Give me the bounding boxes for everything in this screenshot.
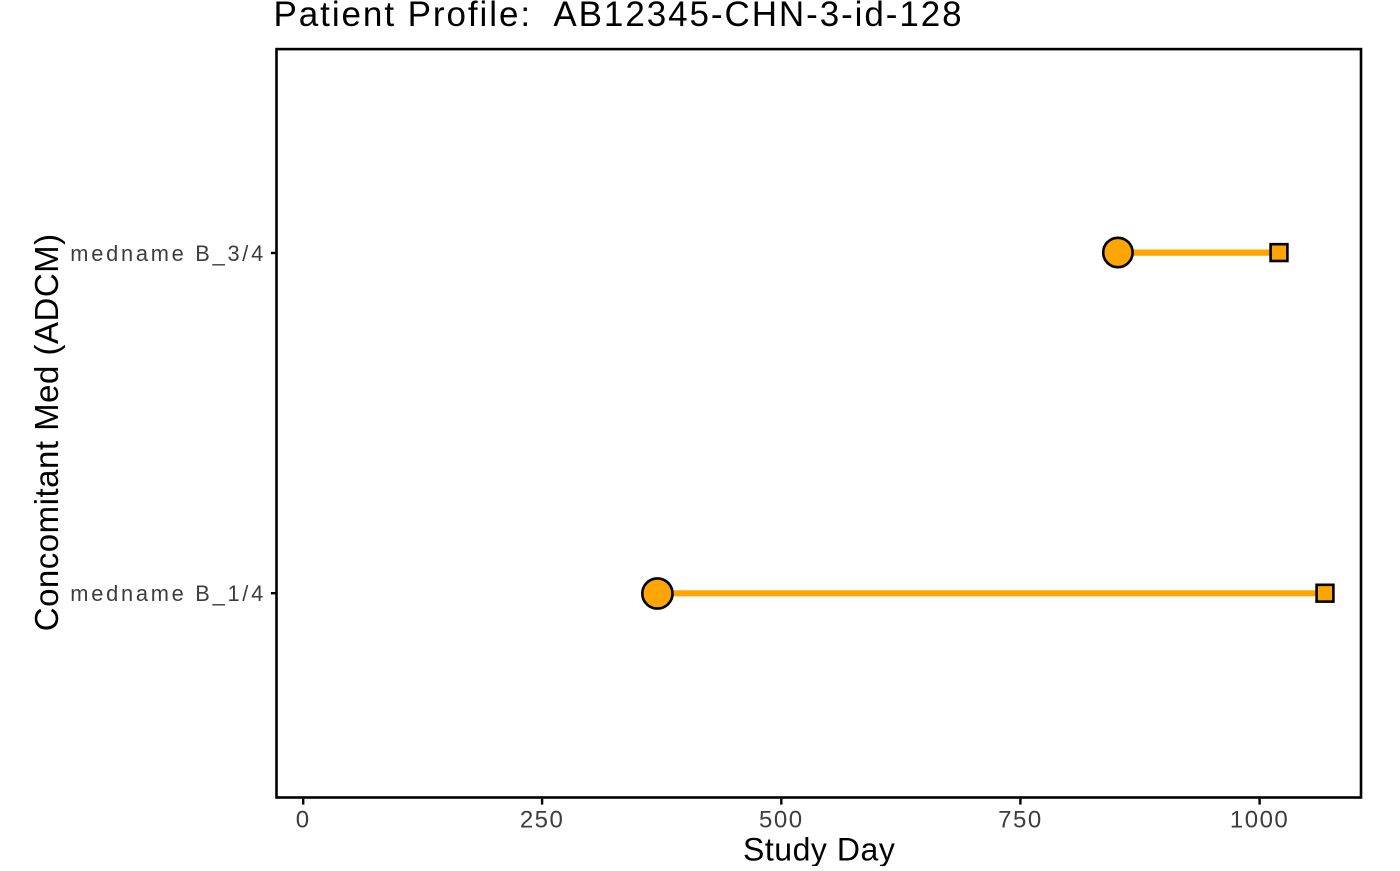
svg-text:Concomitant Med (ADCM): Concomitant Med (ADCM) [28, 233, 65, 631]
svg-text:750: 750 [998, 807, 1043, 834]
svg-text:500: 500 [759, 807, 804, 834]
svg-text:250: 250 [520, 807, 565, 834]
svg-text:medname B_1/4: medname B_1/4 [70, 581, 266, 606]
svg-text:Study Day: Study Day [743, 831, 895, 866]
svg-text:0: 0 [296, 807, 311, 834]
svg-text:1000: 1000 [1230, 807, 1289, 834]
svg-text:medname B_3/4: medname B_3/4 [70, 241, 266, 266]
svg-text:Patient Profile: AB12345-CHN-: Patient Profile: AB12345-CHN-3-id-128 [274, 0, 964, 34]
